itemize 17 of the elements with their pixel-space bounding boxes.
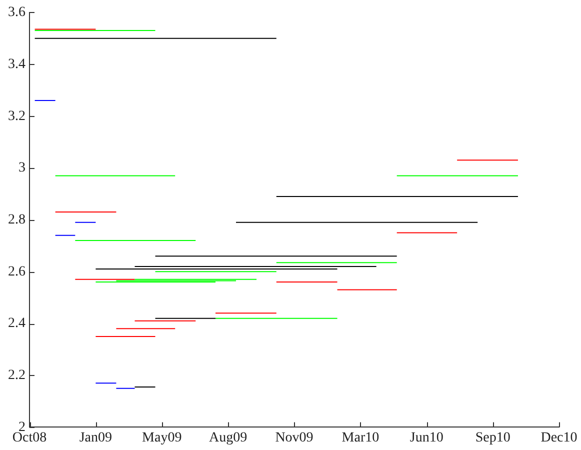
- x-tick-label: May09: [142, 430, 182, 446]
- x-tick-label: Mar10: [342, 430, 380, 446]
- y-tick-label: 2.2: [8, 368, 26, 384]
- y-tick-label: 2.6: [8, 264, 26, 280]
- y-tick-label: 2.4: [8, 316, 26, 332]
- x-tick-label: Dec10: [540, 430, 578, 446]
- y-tick-label: 3.6: [8, 5, 26, 20]
- y-tick-label: 3.2: [8, 108, 26, 124]
- y-tick-label: 3.4: [8, 56, 26, 72]
- y-tick-label: 2.8: [8, 212, 26, 228]
- x-tick-label: Oct08: [12, 430, 47, 446]
- x-tick-label: Jun10: [410, 430, 444, 446]
- x-tick-label: Jan09: [79, 430, 112, 446]
- x-tick-label: Sep10: [475, 430, 510, 446]
- x-tick-label: Aug09: [209, 430, 248, 446]
- x-tick-label: Nov09: [275, 430, 314, 446]
- y-tick-label: 3: [18, 160, 26, 176]
